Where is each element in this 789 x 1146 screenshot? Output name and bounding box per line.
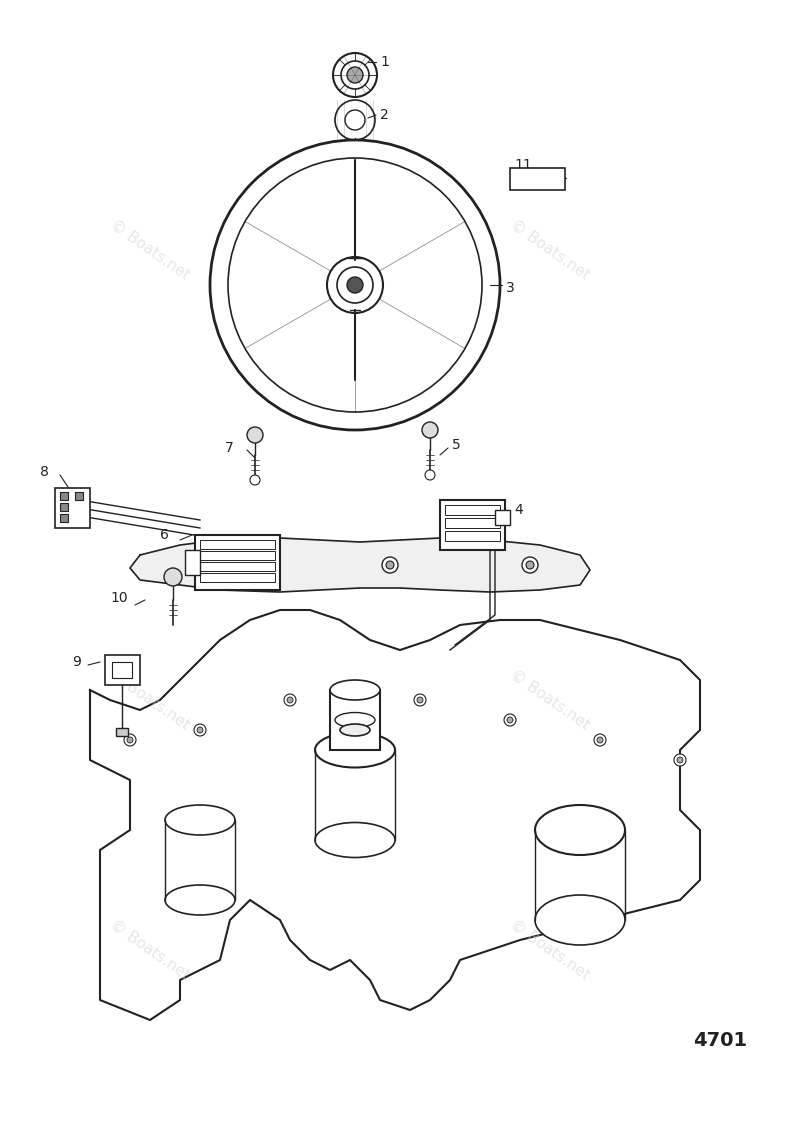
Circle shape <box>341 61 369 89</box>
Bar <box>495 510 510 525</box>
Text: 11: 11 <box>514 158 532 172</box>
Text: © Boats.net: © Boats.net <box>507 217 593 283</box>
Ellipse shape <box>462 273 477 298</box>
Circle shape <box>124 733 136 746</box>
Bar <box>200 540 275 549</box>
Bar <box>75 492 83 500</box>
Circle shape <box>196 562 204 570</box>
Text: 5: 5 <box>452 438 461 452</box>
Bar <box>185 550 200 575</box>
Circle shape <box>347 66 363 83</box>
Bar <box>200 573 275 582</box>
Circle shape <box>194 724 206 736</box>
Circle shape <box>677 758 683 763</box>
Circle shape <box>504 714 516 727</box>
Circle shape <box>345 110 365 129</box>
Ellipse shape <box>165 804 235 835</box>
Ellipse shape <box>315 823 395 857</box>
Circle shape <box>414 694 426 706</box>
Bar <box>330 690 380 749</box>
Bar <box>60 515 68 521</box>
Circle shape <box>164 568 182 586</box>
Circle shape <box>597 737 603 743</box>
Bar <box>200 562 275 571</box>
Circle shape <box>594 733 606 746</box>
Text: © Boats.net: © Boats.net <box>107 217 193 283</box>
Circle shape <box>337 267 373 303</box>
Circle shape <box>247 427 263 444</box>
Ellipse shape <box>252 342 271 363</box>
Ellipse shape <box>535 804 625 855</box>
Bar <box>60 492 68 500</box>
Ellipse shape <box>379 167 402 183</box>
Bar <box>445 531 500 541</box>
Circle shape <box>192 557 208 573</box>
Circle shape <box>417 697 423 702</box>
Text: © Boats.net: © Boats.net <box>507 917 593 983</box>
Bar <box>116 728 128 736</box>
Bar <box>445 505 500 515</box>
Bar <box>195 535 280 590</box>
Circle shape <box>422 422 438 438</box>
Bar <box>445 518 500 528</box>
Circle shape <box>526 562 534 570</box>
Bar <box>510 168 565 190</box>
Bar <box>112 662 132 678</box>
Ellipse shape <box>340 724 370 736</box>
Bar <box>55 488 90 528</box>
Text: 10: 10 <box>110 591 128 605</box>
Polygon shape <box>130 537 590 592</box>
Polygon shape <box>90 610 700 1020</box>
Circle shape <box>335 100 375 140</box>
Text: © Boats.net: © Boats.net <box>107 667 193 733</box>
Text: © Boats.net: © Boats.net <box>107 917 193 983</box>
Text: 2: 2 <box>380 108 389 121</box>
Text: 8: 8 <box>40 465 49 479</box>
Text: 6: 6 <box>160 528 169 542</box>
Ellipse shape <box>379 386 402 402</box>
Text: 4: 4 <box>514 503 523 517</box>
Text: 9: 9 <box>72 656 81 669</box>
Text: 7: 7 <box>225 441 234 455</box>
Circle shape <box>287 697 293 702</box>
Bar <box>105 656 140 685</box>
Bar <box>200 551 275 560</box>
Circle shape <box>382 557 398 573</box>
Circle shape <box>333 53 377 97</box>
Ellipse shape <box>315 732 395 768</box>
Circle shape <box>674 754 686 766</box>
Circle shape <box>228 158 482 413</box>
Circle shape <box>284 694 296 706</box>
Circle shape <box>250 474 260 485</box>
Text: 3: 3 <box>506 281 514 295</box>
Text: 4701: 4701 <box>693 1030 747 1050</box>
Circle shape <box>522 557 538 573</box>
Ellipse shape <box>165 885 235 915</box>
Circle shape <box>327 257 383 313</box>
Circle shape <box>507 717 513 723</box>
Ellipse shape <box>335 713 375 728</box>
Ellipse shape <box>330 680 380 700</box>
Circle shape <box>386 562 394 570</box>
Bar <box>440 500 505 550</box>
Ellipse shape <box>535 895 625 945</box>
Ellipse shape <box>252 206 271 228</box>
Circle shape <box>197 727 203 733</box>
Text: © Boats.net: © Boats.net <box>507 667 593 733</box>
Bar <box>60 503 68 511</box>
Text: 1: 1 <box>380 55 389 69</box>
Circle shape <box>347 277 363 293</box>
Circle shape <box>210 140 500 430</box>
Circle shape <box>127 737 133 743</box>
Circle shape <box>425 470 435 480</box>
